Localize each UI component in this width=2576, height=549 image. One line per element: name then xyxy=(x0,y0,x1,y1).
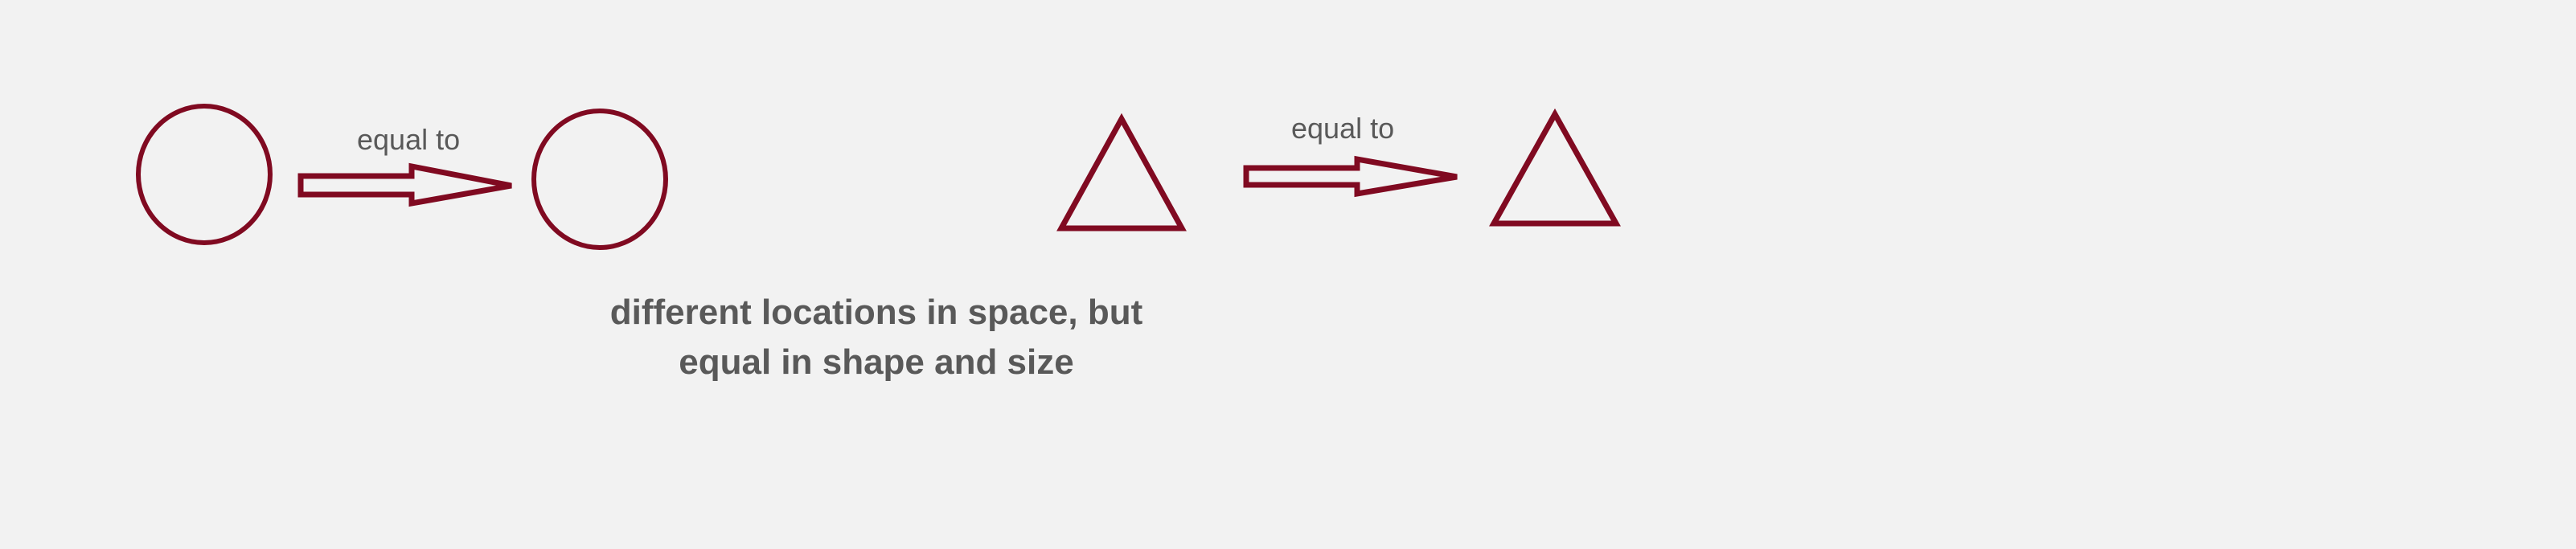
triangle-left xyxy=(1056,113,1187,231)
caption-line-1: different locations in space, but xyxy=(609,293,1143,332)
equal-to-label-circles: equal to xyxy=(357,123,461,156)
equal-to-label-triangles: equal to xyxy=(1291,112,1395,145)
triangle-right xyxy=(1489,108,1621,227)
circle-left xyxy=(136,104,273,245)
arrow-triangles xyxy=(1243,155,1458,198)
circle-right xyxy=(531,109,668,250)
caption: different locations in space, but equal … xyxy=(555,288,1198,387)
arrow-circles xyxy=(297,162,512,207)
caption-line-2: equal in shape and size xyxy=(679,342,1074,382)
